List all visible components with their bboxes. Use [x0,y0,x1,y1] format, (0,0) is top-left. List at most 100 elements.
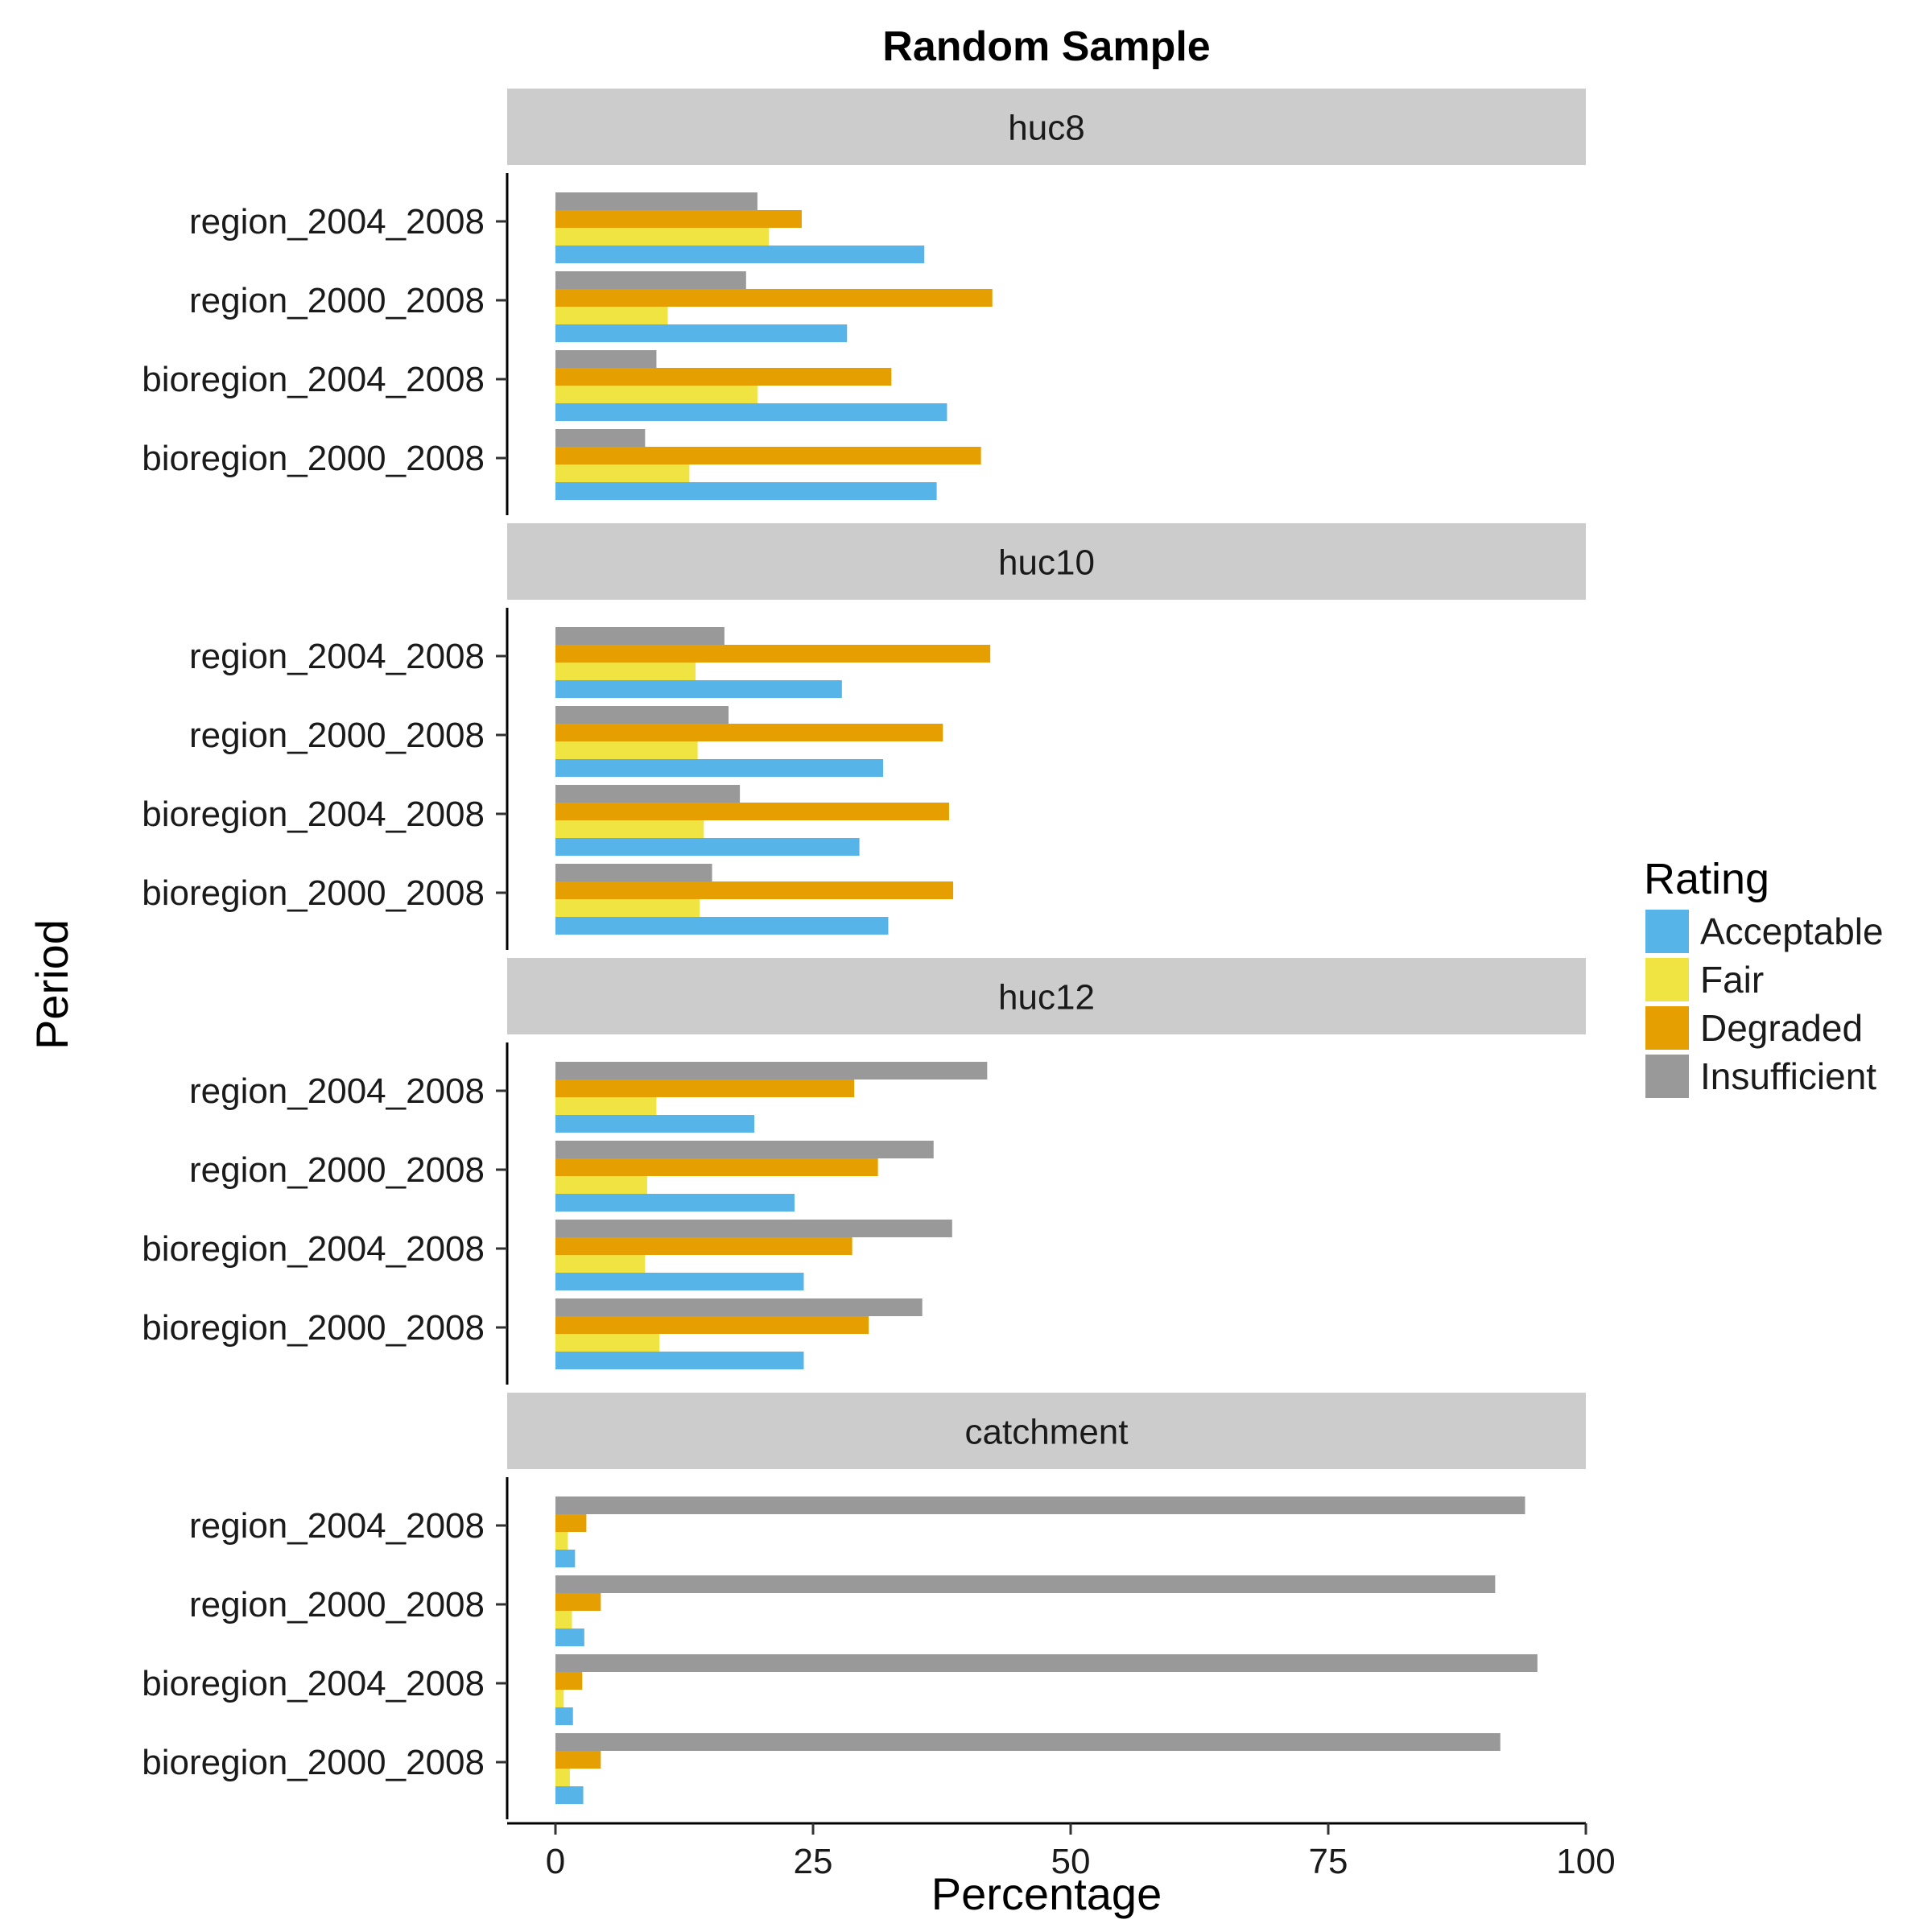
bar-huc8-bioregion-2004-2008-acceptable [555,403,947,421]
y-tick-label-huc12-2: bioregion_2004_2008 [142,1229,485,1269]
bar-catchment-region-2004-2008-fair [555,1532,568,1550]
legend-label-fair: Fair [1700,959,1764,1001]
facet-strip-huc8 [507,89,1586,165]
bar-catchment-region-2000-2008-insufficient [555,1575,1496,1593]
bar-huc10-bioregion-2000-2008-acceptable [555,917,889,935]
bar-huc8-bioregion-2000-2008-fair [555,464,690,482]
bar-huc8-region-2000-2008-fair [555,307,668,324]
bar-huc12-region-2004-2008-acceptable [555,1115,755,1133]
bar-huc12-bioregion-2000-2008-degraded [555,1316,869,1334]
bar-huc10-region-2000-2008-insufficient [555,706,729,724]
x-tick-label-0: 0 [546,1842,565,1881]
bar-catchment-bioregion-2000-2008-fair [555,1769,570,1786]
legend-key-insufficient [1645,1055,1689,1098]
bar-huc8-region-2004-2008-fair [555,228,769,246]
bar-catchment-bioregion-2000-2008-acceptable [555,1786,584,1804]
y-tick-label-huc10-2: bioregion_2004_2008 [142,795,485,834]
facet-strip-label-huc10: huc10 [998,543,1095,583]
bar-huc8-region-2000-2008-insufficient [555,271,746,289]
bar-huc8-bioregion-2000-2008-acceptable [555,482,937,500]
bar-huc10-bioregion-2000-2008-insufficient [555,864,712,881]
y-tick-label-huc8-0: region_2004_2008 [189,202,485,242]
y-tick-label-huc12-1: region_2000_2008 [189,1150,485,1190]
legend-label-acceptable: Acceptable [1700,910,1884,952]
y-tick-label-huc12-0: region_2004_2008 [189,1071,485,1111]
legend-key-fair [1645,958,1689,1001]
bar-catchment-region-2000-2008-degraded [555,1593,601,1611]
bar-huc12-region-2004-2008-insufficient [555,1062,988,1080]
bar-huc12-region-2000-2008-fair [555,1176,647,1194]
bar-huc10-region-2000-2008-acceptable [555,759,884,777]
bar-huc8-region-2000-2008-degraded [555,289,993,307]
facet-strip-label-huc8: huc8 [1008,109,1084,148]
bar-catchment-region-2004-2008-acceptable [555,1550,576,1567]
bar-huc12-region-2000-2008-degraded [555,1158,878,1176]
bar-huc10-bioregion-2004-2008-insufficient [555,785,741,803]
bar-huc10-bioregion-2000-2008-degraded [555,881,954,899]
bar-huc8-bioregion-2004-2008-insufficient [555,350,657,368]
bar-huc10-region-2000-2008-fair [555,741,698,759]
bar-huc8-region-2004-2008-degraded [555,210,802,228]
bar-huc10-region-2004-2008-acceptable [555,680,842,698]
x-tick-label-2: 50 [1051,1842,1091,1881]
bar-huc12-bioregion-2000-2008-fair [555,1334,660,1352]
y-tick-label-catchment-3: bioregion_2000_2008 [142,1743,485,1782]
bar-huc10-bioregion-2004-2008-acceptable [555,838,860,856]
chart-title: Random Sample [882,23,1210,70]
facet-strip-catchment [507,1393,1586,1469]
y-axis-title: Period [27,919,77,1050]
y-tick-label-catchment-0: region_2004_2008 [189,1506,485,1546]
bar-huc10-region-2004-2008-fair [555,663,696,680]
x-tick-label-1: 25 [794,1842,833,1881]
y-tick-label-huc8-1: region_2000_2008 [189,281,485,320]
bar-huc12-bioregion-2004-2008-insufficient [555,1220,952,1237]
bar-catchment-region-2004-2008-insufficient [555,1496,1525,1514]
bar-huc10-bioregion-2000-2008-fair [555,899,700,917]
bar-catchment-bioregion-2004-2008-fair [555,1690,564,1707]
bar-huc12-bioregion-2004-2008-degraded [555,1237,852,1255]
y-tick-label-catchment-1: region_2000_2008 [189,1585,485,1624]
bar-catchment-bioregion-2004-2008-degraded [555,1672,583,1690]
bar-huc10-region-2004-2008-insufficient [555,627,724,645]
x-tick-label-4: 100 [1556,1842,1615,1881]
bar-huc10-region-2000-2008-degraded [555,724,943,741]
bar-huc12-region-2004-2008-degraded [555,1080,855,1097]
bar-huc12-bioregion-2000-2008-acceptable [555,1352,804,1369]
facet-strip-huc12 [507,958,1586,1034]
y-tick-label-huc10-0: region_2004_2008 [189,637,485,676]
y-tick-label-catchment-2: bioregion_2004_2008 [142,1664,485,1703]
bar-huc12-bioregion-2000-2008-insufficient [555,1298,923,1316]
legend-key-acceptable [1645,910,1689,953]
x-axis-title: Percentage [931,1868,1162,1919]
facet-strip-label-catchment: catchment [965,1413,1129,1452]
legend-title: Rating [1644,855,1769,903]
bar-huc8-bioregion-2004-2008-degraded [555,368,892,386]
bar-huc12-region-2004-2008-fair [555,1097,657,1115]
facet-strip-label-huc12: huc12 [998,978,1095,1018]
bar-huc12-region-2000-2008-insufficient [555,1141,934,1158]
bar-huc8-region-2004-2008-insufficient [555,192,758,210]
y-tick-label-huc10-3: bioregion_2000_2008 [142,873,485,913]
legend-key-degraded [1645,1006,1689,1050]
chart-marks: huc8region_2004_2008region_2000_2008bior… [142,89,1884,1881]
bar-catchment-bioregion-2000-2008-degraded [555,1751,601,1769]
bar-huc8-bioregion-2004-2008-fair [555,386,758,403]
bar-huc12-region-2000-2008-acceptable [555,1194,795,1212]
y-tick-label-huc12-3: bioregion_2000_2008 [142,1308,485,1348]
bar-huc12-bioregion-2004-2008-fair [555,1255,646,1273]
bar-huc8-bioregion-2000-2008-degraded [555,447,981,464]
bar-catchment-bioregion-2004-2008-insufficient [555,1654,1538,1672]
bar-catchment-bioregion-2004-2008-acceptable [555,1707,573,1725]
bar-huc8-bioregion-2000-2008-insufficient [555,429,646,447]
bar-catchment-bioregion-2000-2008-insufficient [555,1733,1501,1751]
legend-label-degraded: Degraded [1700,1007,1863,1049]
y-tick-label-huc10-1: region_2000_2008 [189,716,485,755]
facet-strip-huc10 [507,523,1586,600]
bar-huc10-bioregion-2004-2008-fair [555,820,704,838]
bar-huc12-bioregion-2004-2008-acceptable [555,1273,804,1290]
bar-catchment-region-2000-2008-acceptable [555,1629,584,1646]
bar-catchment-region-2004-2008-degraded [555,1514,587,1532]
bar-huc10-bioregion-2004-2008-degraded [555,803,949,820]
